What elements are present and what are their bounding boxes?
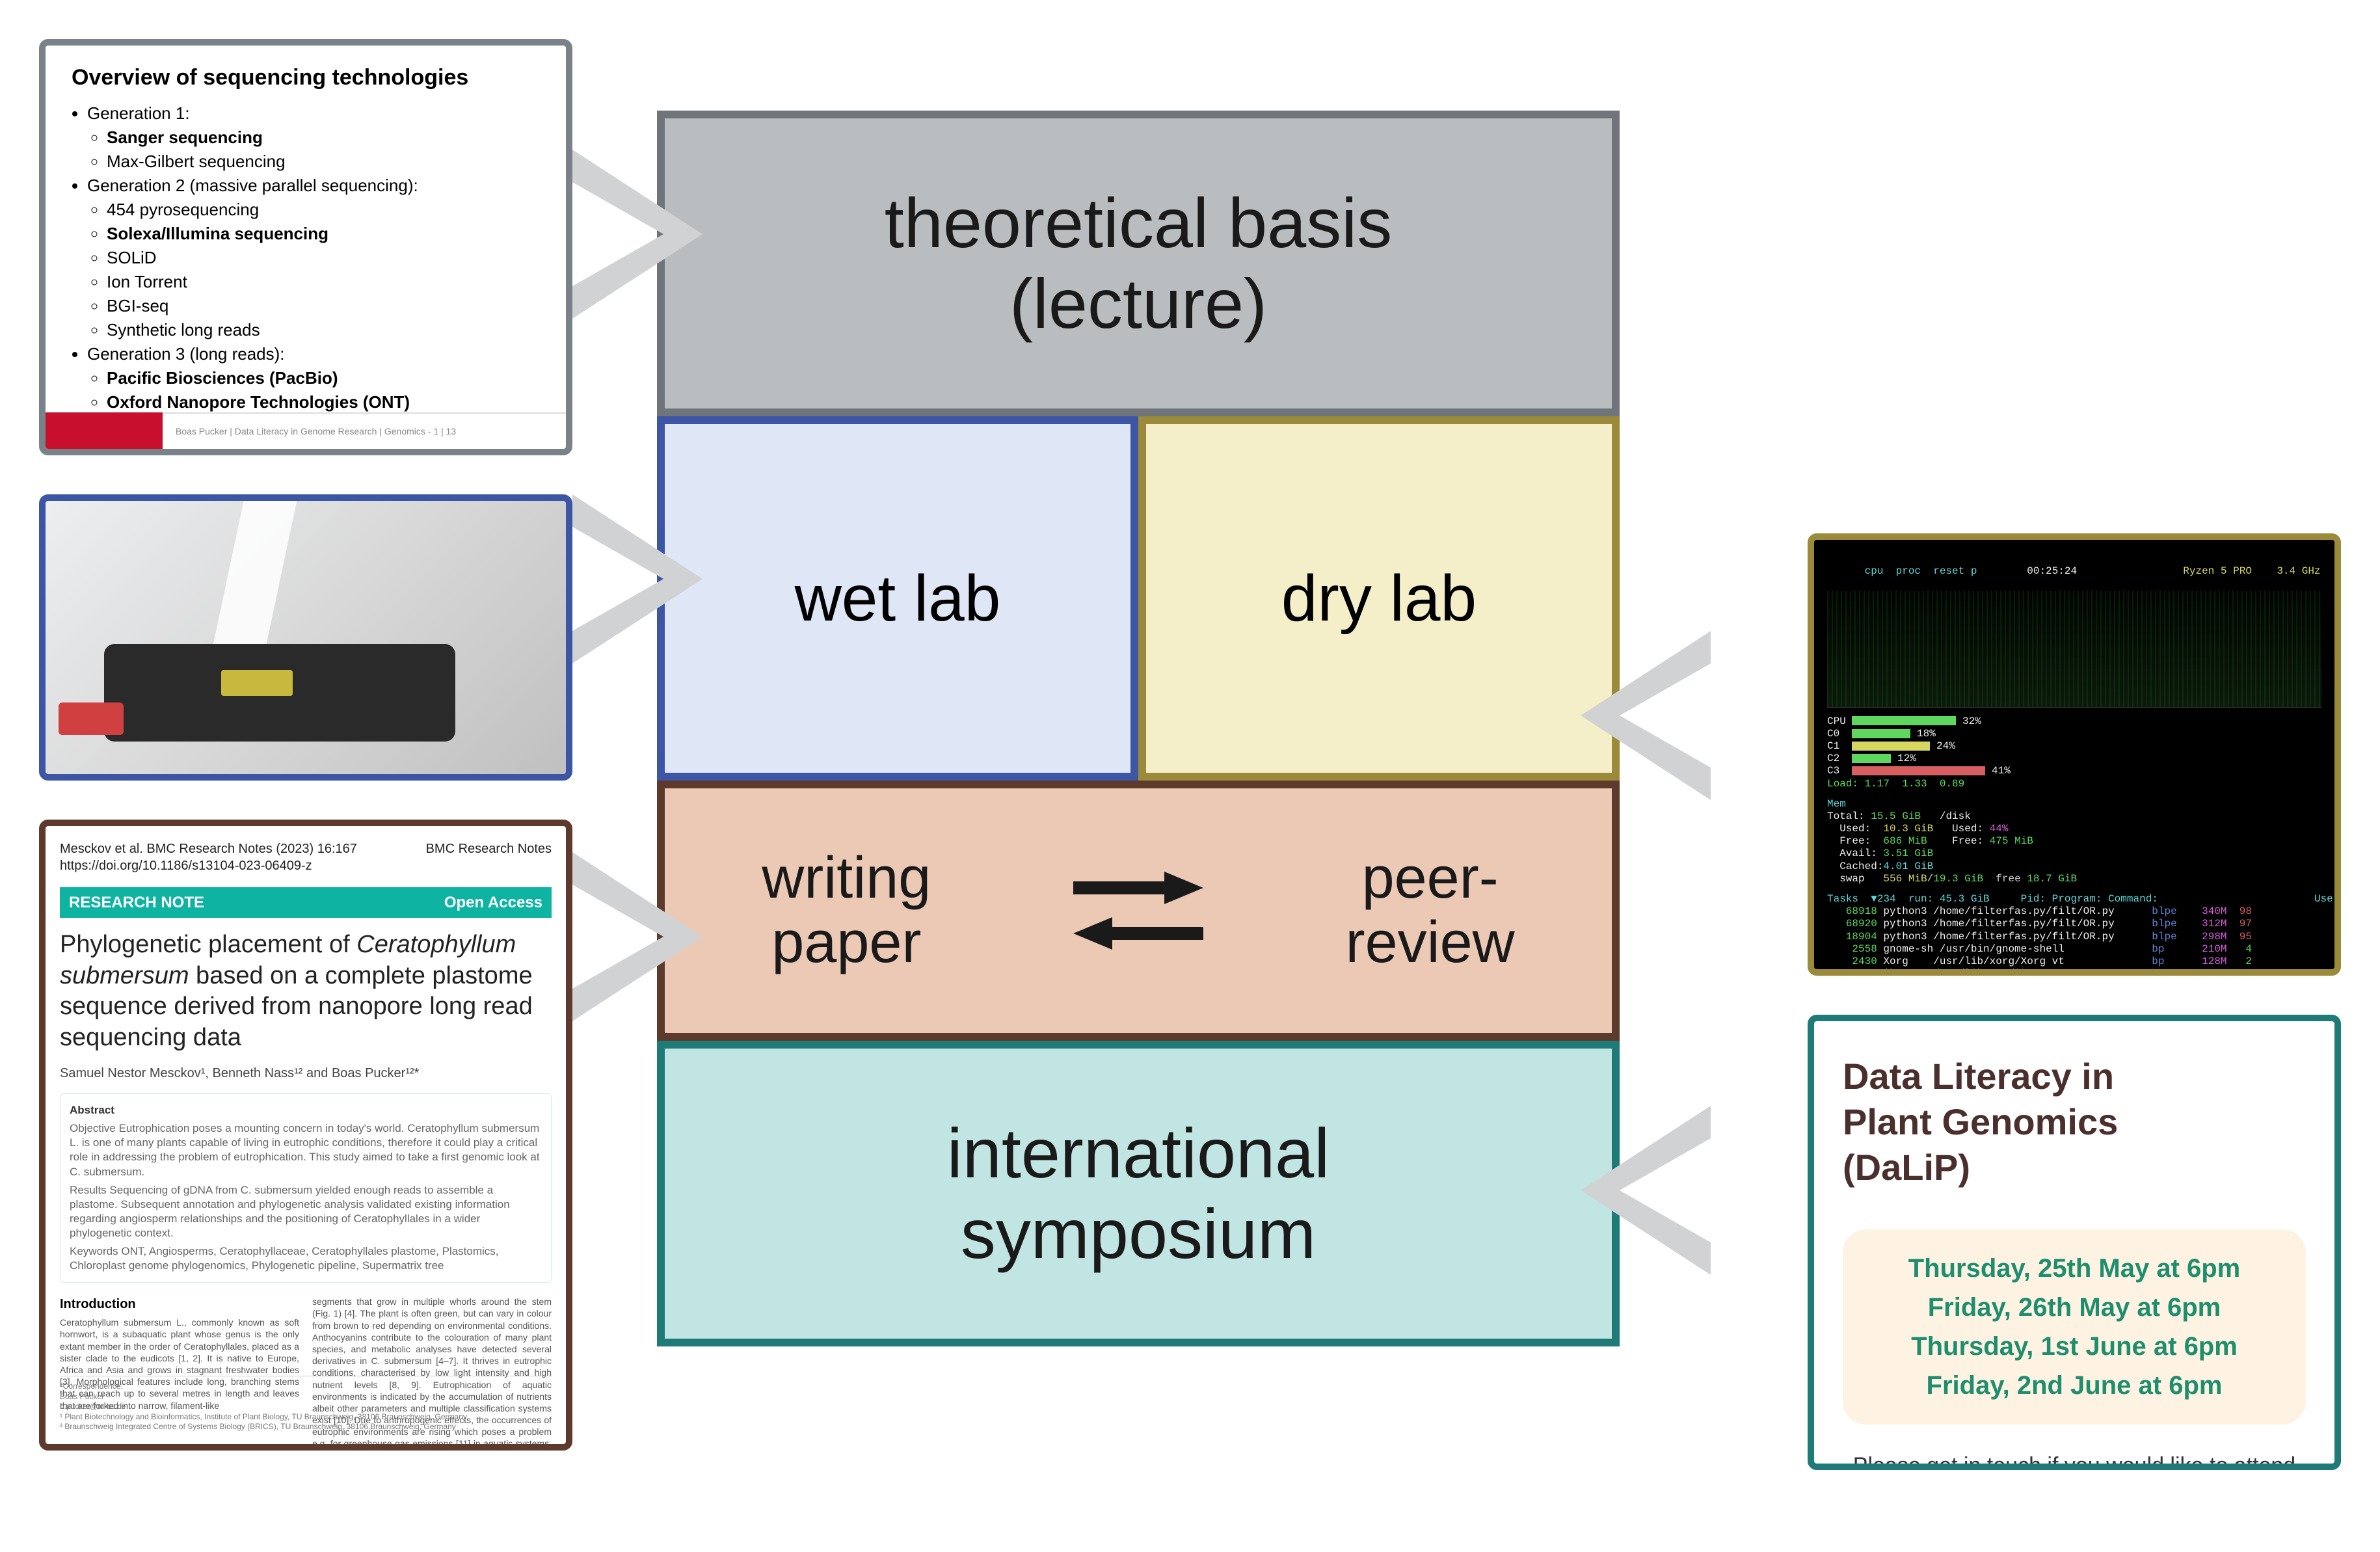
paper-header: Mesckov et al. BMC Research Notes (2023)… <box>60 840 552 874</box>
mem-section: Mem Total: 15.5 GiB /disk Used: 10.3 GiB… <box>1827 798 2321 885</box>
research-note-bar: RESEARCH NOTE Open Access <box>60 887 552 918</box>
pointer-arrow-5 <box>1581 1106 1711 1275</box>
slide-footer-text: Boas Pucker | Data Literacy in Genome Re… <box>163 412 566 449</box>
label-writing-paper: writingpaper <box>762 846 931 975</box>
slide-panel: Overview of sequencing technologies Gene… <box>39 39 572 455</box>
center-flow: theoretical basis(lecture) wet lab dry l… <box>657 111 1620 1346</box>
arrows-bidirectional <box>1073 868 1203 953</box>
paper-citation: Mesckov et al. BMC Research Notes (2023)… <box>60 840 357 874</box>
abstract-objective: Objective Eutrophication poses a mountin… <box>70 1121 542 1179</box>
abstract-keywords: Keywords ONT, Angiosperms, Ceratophyllac… <box>70 1244 542 1273</box>
event-title: Data Literacy inPlant Genomics(DaLiP) <box>1843 1054 2306 1190</box>
load-avg: Load: 1.17 1.33 0.89 <box>1827 778 2321 790</box>
slide-footer: Boas Pucker | Data Literacy in Genome Re… <box>46 412 566 449</box>
abstract-box: Abstract Objective Eutrophication poses … <box>60 1093 552 1283</box>
box-writing-review: writingpaper peer-review <box>657 781 1620 1041</box>
cpu-bars: CPU 32%C0 18%C1 24%C2 12%C3 41% <box>1827 716 2321 778</box>
pointer-arrow-1 <box>572 150 702 319</box>
box-international-symposium: internationalsymposium <box>657 1041 1620 1346</box>
event-panel: Data Literacy inPlant Genomics(DaLiP) Th… <box>1808 1015 2341 1470</box>
slide-list: Generation 1:Sanger sequencingMax-Gilber… <box>87 103 540 455</box>
process-table: Tasks ▼234 run: 45.3 GiB Pid: Program: C… <box>1827 893 2321 976</box>
box-labs-row: wet lab dry lab <box>657 416 1620 781</box>
label-peer-review: peer-review <box>1346 846 1515 975</box>
paper-footnote: *Correspondence:Boas Puckerb.pucker@tu-b… <box>60 1376 552 1432</box>
intro-heading: Introduction <box>60 1296 299 1313</box>
paper-authors: Samuel Nestor Mesckov¹, Benneth Nass¹² a… <box>60 1065 552 1082</box>
cable-plug-graphic <box>59 702 124 735</box>
term-header: cpu proc reset p 00:25:24 Ryzen 5 PRO 3.… <box>1827 553 2321 591</box>
arrow-right-icon <box>1073 868 1203 907</box>
cpu-graph <box>1827 591 2321 708</box>
box-wet-lab: wet lab <box>657 416 1138 781</box>
arrow-left-icon <box>1073 914 1203 953</box>
abstract-label: Abstract <box>70 1104 114 1116</box>
box-theoretical-basis: theoretical basis(lecture) <box>657 111 1620 416</box>
pointer-arrow-3 <box>572 852 702 1021</box>
abstract-results: Results Sequencing of gDNA from C. subme… <box>70 1183 542 1240</box>
badge-right: Open Access <box>444 892 542 913</box>
box-dry-lab: dry lab <box>1138 416 1620 781</box>
badge-left: RESEARCH NOTE <box>69 892 204 913</box>
wetlab-photo-panel <box>39 494 572 781</box>
event-dates: Thursday, 25th May at 6pmFriday, 26th Ma… <box>1843 1229 2306 1425</box>
slide-title: Overview of sequencing technologies <box>72 65 540 90</box>
pointer-arrow-4 <box>1581 631 1711 800</box>
event-footer: Please get in touch if you would like to… <box>1843 1451 2306 1470</box>
pointer-arrow-2 <box>572 494 702 663</box>
paper-title: Phylogenetic placement of Ceratophyllum … <box>60 930 552 1053</box>
event-foot-pre: Please get in touch if you would like to… <box>1851 1453 2297 1470</box>
paper-journal: BMC Research Notes <box>426 840 552 874</box>
paper-panel: Mesckov et al. BMC Research Notes (2023)… <box>39 820 572 1451</box>
nanopore-device-graphic <box>104 644 455 742</box>
terminal-panel: cpu proc reset p 00:25:24 Ryzen 5 PRO 3.… <box>1808 533 2341 976</box>
slide-logo <box>46 412 163 449</box>
